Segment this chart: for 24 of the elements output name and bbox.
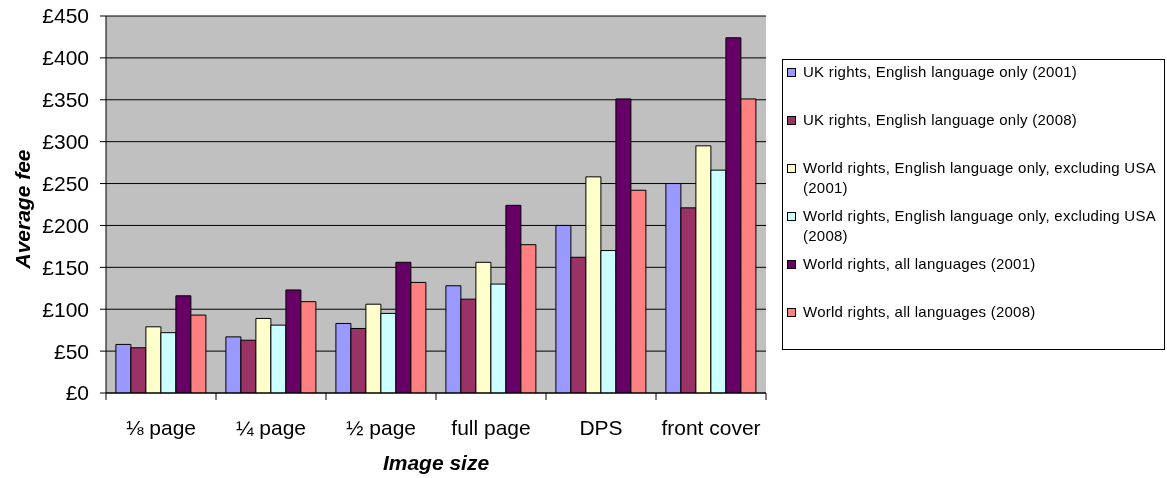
y-tick-label: £450 [42,4,89,28]
x-tick-label: front cover [661,415,761,439]
y-tick-label: £350 [42,88,89,112]
legend-label: UK rights, English language only (2001) [803,62,1078,82]
y-tick-label: £100 [42,297,89,321]
y-tick-label: £200 [42,213,89,237]
x-tick-label: ¼ page [235,415,307,439]
x-tick-label: DPS [579,415,623,439]
x-tick-label: full page [451,415,531,439]
y-tick-label: £400 [42,46,89,70]
y-tick-label: £50 [53,339,89,363]
y-tick-label: £150 [42,255,89,279]
x-tick-label: ⅛ page [125,415,197,439]
legend-label: World rights, English language only, excluding USA (2001) [803,158,1157,198]
y-axis-title: Average fee [11,148,35,269]
x-axis-title: Image size [382,451,490,474]
legend-label: World rights, English language only, excluding USA (2008) [803,206,1157,246]
y-tick-label: £300 [42,130,89,154]
x-tick-label: ½ page [345,415,417,439]
legend-label: World rights, all languages (2001) [803,254,1036,274]
legend-label: UK rights, English language only (2008) [803,110,1078,130]
y-tick-label: £0 [65,381,89,405]
legend-label: World rights, all languages (2008) [803,302,1036,322]
y-tick-label: £250 [42,172,89,196]
